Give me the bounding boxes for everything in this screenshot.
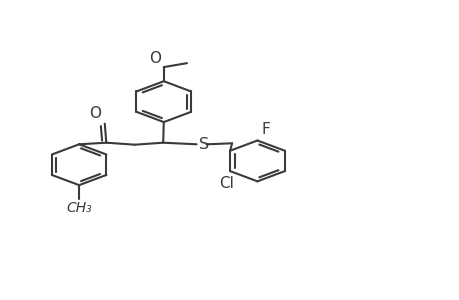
Text: Cl: Cl — [218, 176, 234, 190]
Text: CH₃: CH₃ — [66, 201, 92, 215]
Text: O: O — [149, 51, 161, 66]
Text: S: S — [199, 137, 209, 152]
Text: F: F — [262, 122, 270, 137]
Text: O: O — [89, 106, 101, 121]
